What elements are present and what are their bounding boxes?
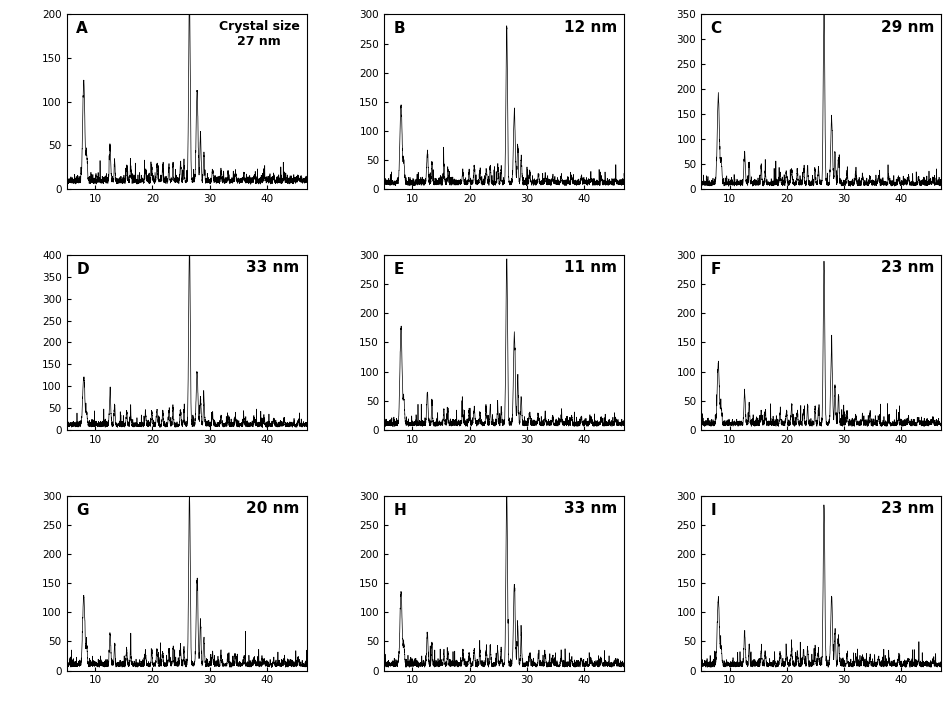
Text: D: D [76,262,88,277]
Text: 29 nm: 29 nm [881,19,934,35]
Text: 11 nm: 11 nm [564,260,617,275]
Text: 33 nm: 33 nm [564,501,617,516]
Text: H: H [394,503,406,518]
Text: A: A [76,22,87,36]
Text: 23 nm: 23 nm [881,501,934,516]
Text: 23 nm: 23 nm [881,260,934,275]
Text: B: B [394,22,405,36]
Text: C: C [710,22,722,36]
Text: 20 nm: 20 nm [246,501,300,516]
Text: F: F [710,262,721,277]
Text: G: G [76,503,88,518]
Text: E: E [394,262,404,277]
Text: I: I [710,503,716,518]
Text: 33 nm: 33 nm [246,260,300,275]
Text: Crystal size
27 nm: Crystal size 27 nm [219,19,300,48]
Text: 12 nm: 12 nm [564,19,617,35]
